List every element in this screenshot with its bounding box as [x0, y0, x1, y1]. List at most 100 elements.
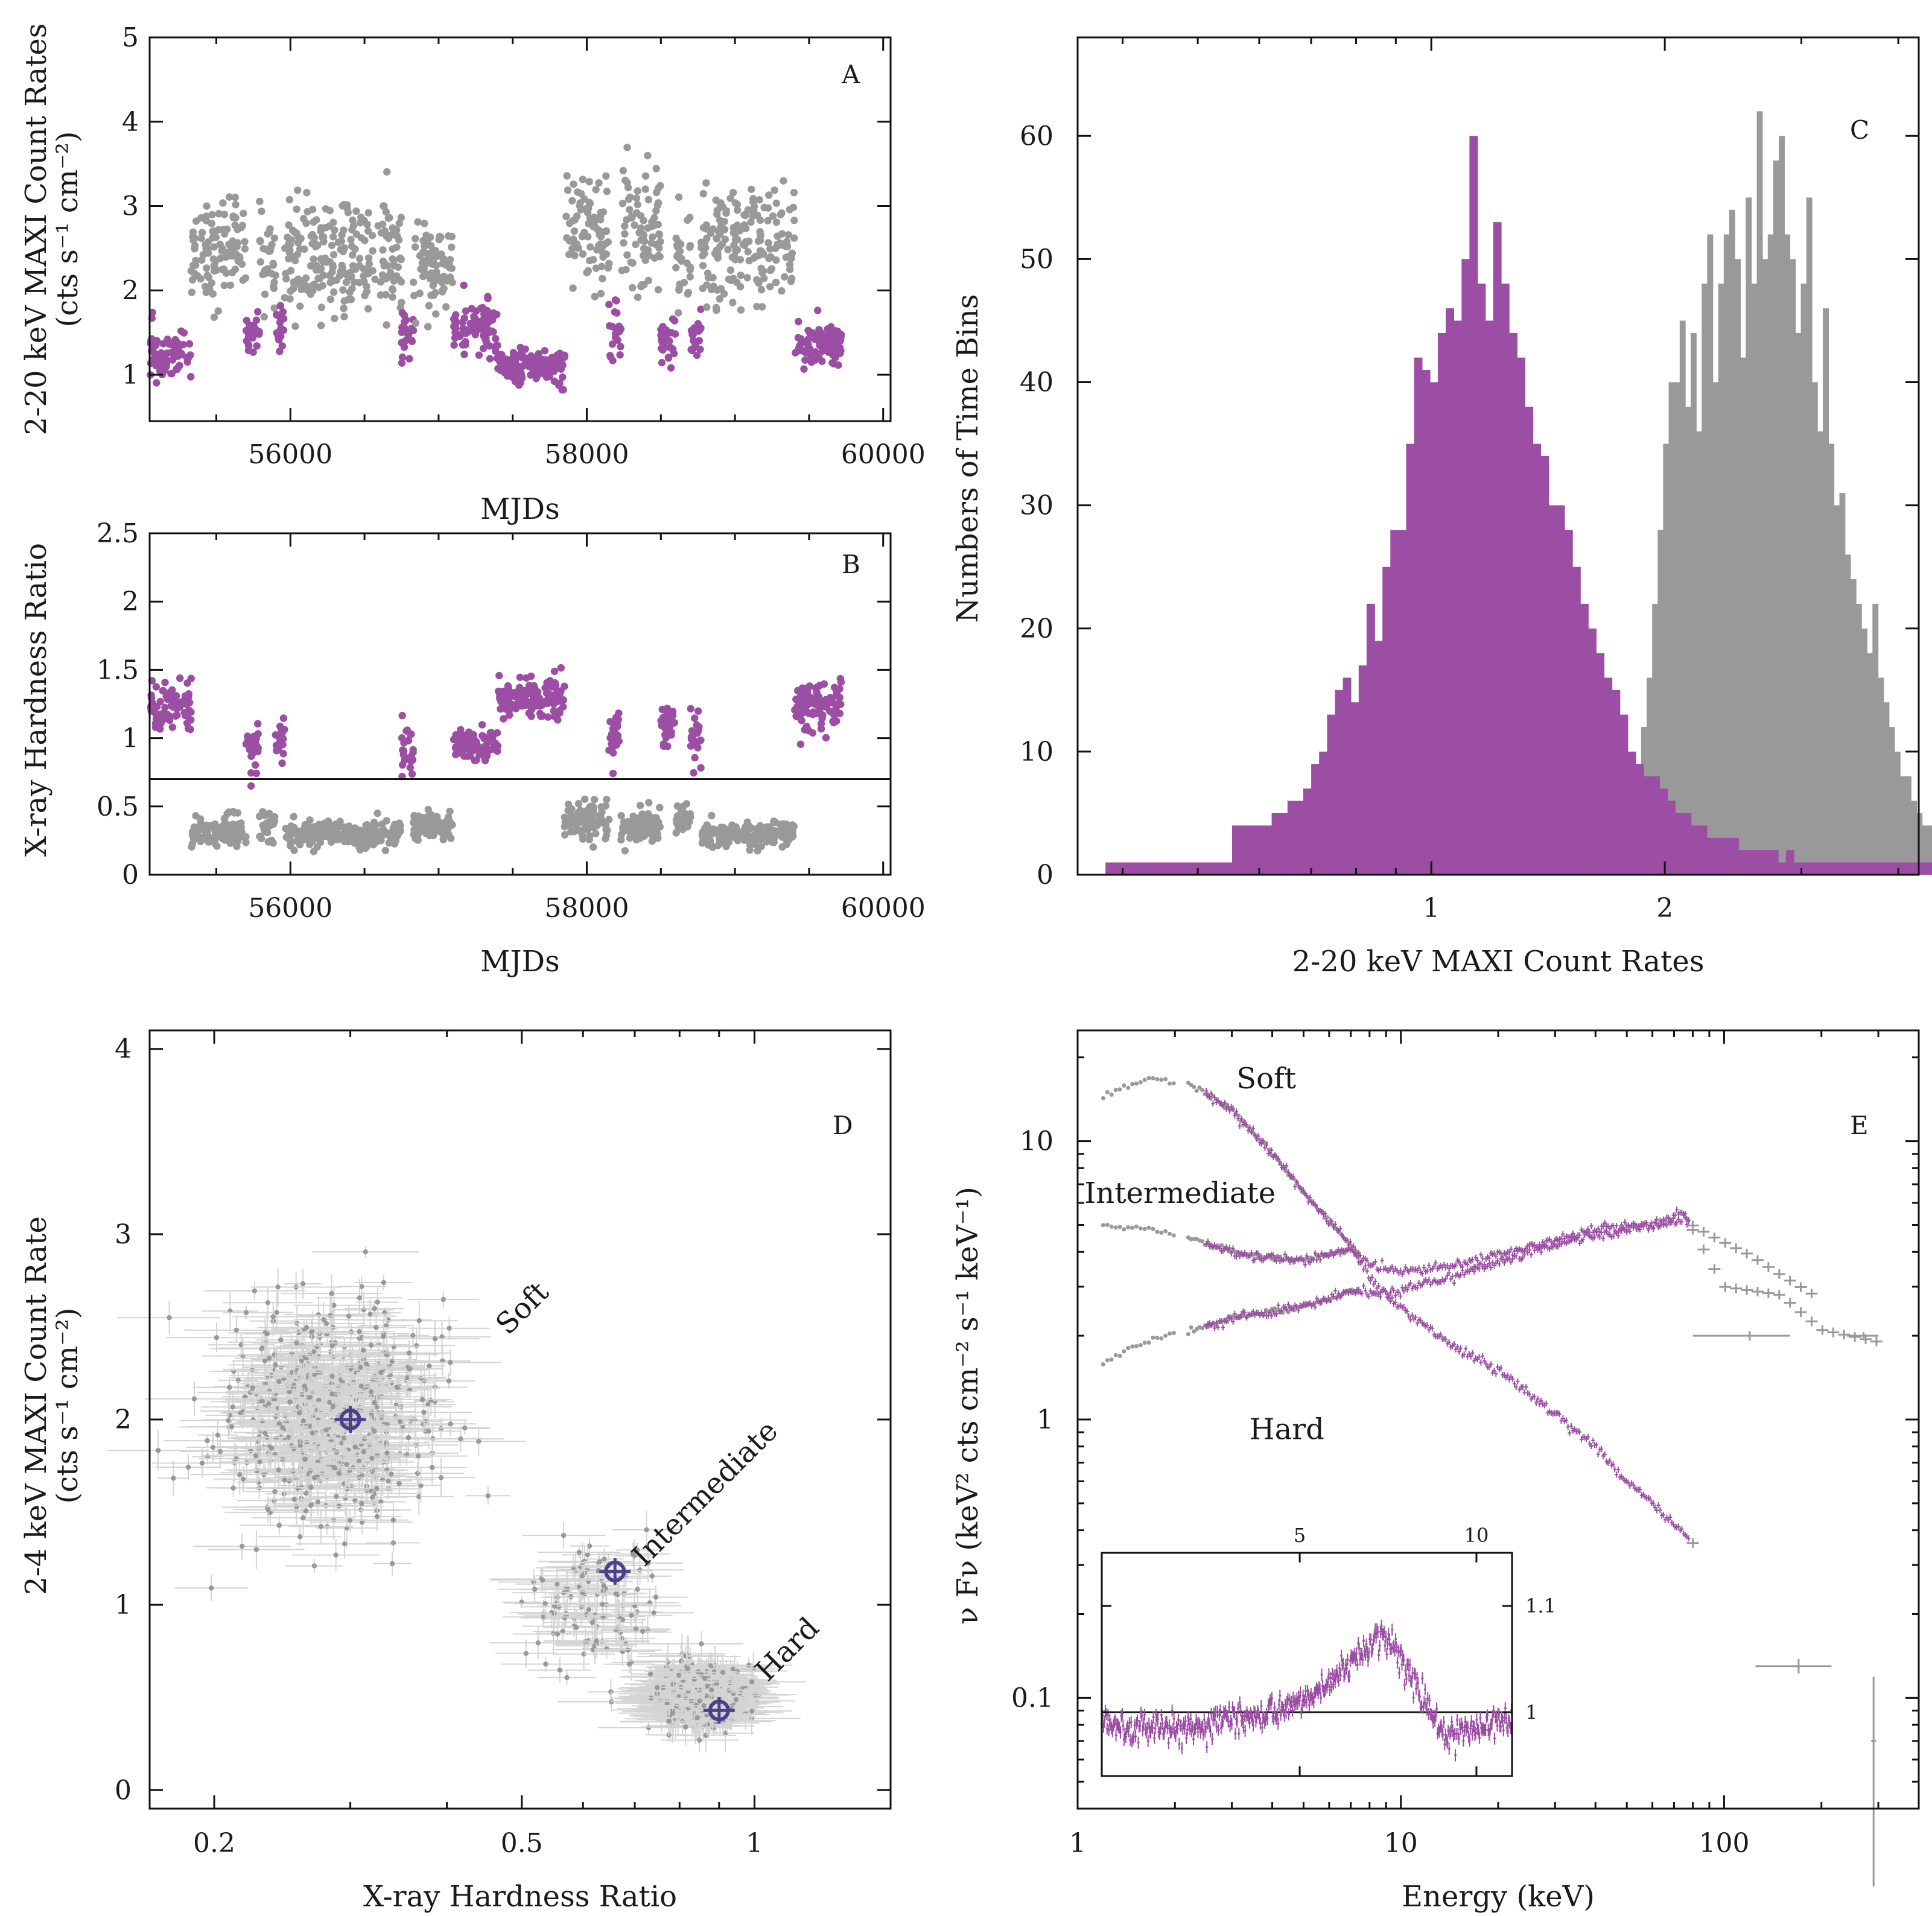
data-point-soft — [621, 230, 629, 238]
hist-bar-soft — [1762, 259, 1768, 875]
data-point-soft — [337, 246, 345, 253]
data-point-soft — [427, 269, 436, 277]
data-point-soft — [707, 273, 714, 282]
x-tick-label: 58000 — [545, 893, 629, 924]
hist-bar-hard — [1422, 370, 1431, 875]
data-point-soft — [412, 319, 420, 327]
data-point-hard — [792, 349, 799, 357]
hist-bar-hard — [1208, 862, 1217, 875]
data-point-soft — [364, 305, 372, 313]
data-point-soft — [288, 828, 297, 836]
data-point-soft — [564, 801, 573, 808]
data-point — [302, 1383, 308, 1389]
data-point-soft — [209, 234, 217, 242]
data-point-hard — [830, 360, 838, 368]
y-tick-label: 2 — [122, 586, 139, 617]
hist-bar-hard — [1920, 862, 1929, 875]
data-point-soft — [563, 172, 571, 180]
data-point — [358, 1383, 364, 1389]
data-point — [352, 1444, 358, 1450]
data-point-hard — [662, 734, 670, 741]
data-point-hard — [493, 729, 501, 737]
data-point-soft — [580, 195, 588, 203]
data-point — [370, 1494, 375, 1500]
data-point — [296, 1404, 301, 1410]
data-point-hard — [837, 700, 845, 708]
data-point-soft — [595, 179, 603, 187]
data-point-soft — [714, 827, 723, 835]
data-point-hard — [792, 696, 800, 703]
data-point-soft — [310, 218, 317, 226]
data-point-soft — [786, 265, 794, 273]
hist-bar-hard — [1714, 837, 1723, 875]
data-point-hard — [837, 347, 845, 355]
data-point-soft — [349, 216, 357, 224]
data-point-soft — [591, 293, 599, 300]
data-point — [426, 1429, 431, 1434]
data-point — [199, 1461, 205, 1466]
data-point-soft — [758, 303, 766, 311]
hist-bar-hard — [1303, 788, 1312, 875]
data-point-soft — [752, 252, 760, 261]
data-point — [363, 1249, 368, 1255]
data-point-soft — [381, 846, 389, 855]
data-point-soft — [256, 236, 264, 245]
data-point-hard — [829, 717, 837, 725]
data-point-soft — [410, 278, 418, 287]
data-point-soft — [340, 304, 348, 312]
y-tick-label: 0.5 — [97, 791, 139, 822]
data-point-soft — [442, 822, 450, 831]
hist-bar-soft — [1718, 284, 1724, 875]
data-point — [171, 1476, 176, 1481]
data-point-hard — [276, 319, 284, 326]
data-point-soft — [679, 825, 687, 834]
data-point — [421, 1409, 427, 1415]
data-point-soft — [446, 256, 454, 264]
data-point-soft — [760, 250, 767, 258]
data-point-hard — [828, 699, 836, 707]
data-point-hard — [168, 370, 176, 378]
data-point-soft — [676, 280, 684, 288]
data-point-hard — [244, 732, 252, 740]
data-point-soft — [198, 256, 206, 264]
data-point — [296, 1410, 302, 1416]
data-point-soft — [211, 826, 219, 834]
data-point — [273, 1362, 278, 1368]
data-point-hard — [173, 711, 181, 719]
data-point-soft — [383, 817, 390, 825]
data-point-soft — [299, 827, 307, 835]
data-point — [321, 1317, 326, 1322]
hist-bar-hard — [1137, 862, 1146, 875]
data-point-hard — [273, 329, 281, 337]
data-point-soft — [592, 830, 600, 838]
data-point — [397, 1419, 403, 1424]
data-point-hard — [148, 308, 156, 317]
data-point-soft — [636, 801, 644, 810]
data-point-soft — [198, 229, 206, 236]
hist-bar-hard — [1564, 530, 1573, 875]
data-point — [384, 1440, 389, 1445]
x-tick-label: 2 — [1656, 893, 1673, 924]
data-point — [378, 1369, 384, 1375]
data-point — [369, 1455, 375, 1461]
data-point-hard — [468, 326, 475, 335]
data-point-soft — [258, 834, 265, 843]
data-point — [265, 1507, 271, 1512]
y-tick-label: 60 — [1020, 121, 1053, 151]
data-point-hard — [814, 306, 822, 314]
data-point-soft — [208, 279, 216, 287]
data-point-soft — [684, 216, 691, 224]
data-point — [315, 1499, 320, 1505]
data-point-soft — [208, 211, 216, 219]
data-point-soft — [430, 291, 437, 299]
data-point — [357, 1329, 362, 1334]
hist-bar-soft — [1790, 259, 1796, 875]
data-point-soft — [766, 245, 774, 253]
data-point-soft — [310, 255, 317, 263]
data-point-hard — [398, 309, 406, 317]
data-point-soft — [226, 839, 234, 847]
data-point-hard — [687, 705, 695, 713]
data-point — [226, 1418, 231, 1423]
data-point-soft — [790, 189, 798, 197]
hist-bar-hard — [1723, 837, 1731, 875]
